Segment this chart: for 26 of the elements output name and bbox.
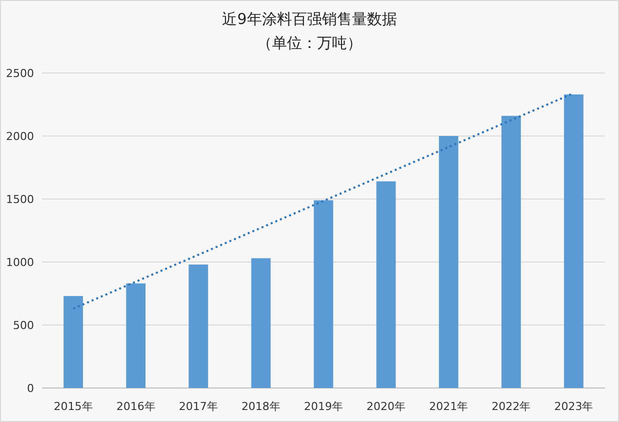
y-tick-label: 2000 bbox=[6, 130, 34, 143]
x-tick-label: 2015年 bbox=[54, 400, 93, 413]
bar bbox=[438, 136, 458, 388]
x-tick-label: 2018年 bbox=[241, 400, 280, 413]
bar bbox=[126, 283, 146, 388]
bar bbox=[501, 116, 521, 388]
bar bbox=[188, 264, 208, 388]
x-tick-label: 2022年 bbox=[492, 400, 531, 413]
x-tick-label: 2019年 bbox=[304, 400, 343, 413]
bar bbox=[64, 296, 83, 388]
bar bbox=[251, 258, 271, 388]
x-tick-label: 2020年 bbox=[366, 400, 406, 413]
x-tick-label: 2023年 bbox=[554, 400, 594, 413]
bar bbox=[376, 181, 396, 388]
x-tick-label: 2016年 bbox=[116, 400, 156, 413]
x-tick-label: 2017年 bbox=[178, 400, 218, 413]
y-tick-label: 1500 bbox=[6, 193, 34, 206]
bar bbox=[564, 94, 584, 388]
chart-subtitle: （单位：万吨） bbox=[257, 34, 362, 52]
x-tick-label: 2021年 bbox=[429, 400, 468, 413]
y-tick-label: 1000 bbox=[6, 256, 34, 269]
y-tick-label: 2500 bbox=[6, 67, 34, 80]
chart-title: 近9年涂料百强销售量数据 bbox=[222, 10, 397, 28]
y-tick-label: 500 bbox=[13, 319, 34, 332]
y-tick-label: 0 bbox=[27, 382, 34, 395]
bar bbox=[314, 200, 334, 388]
